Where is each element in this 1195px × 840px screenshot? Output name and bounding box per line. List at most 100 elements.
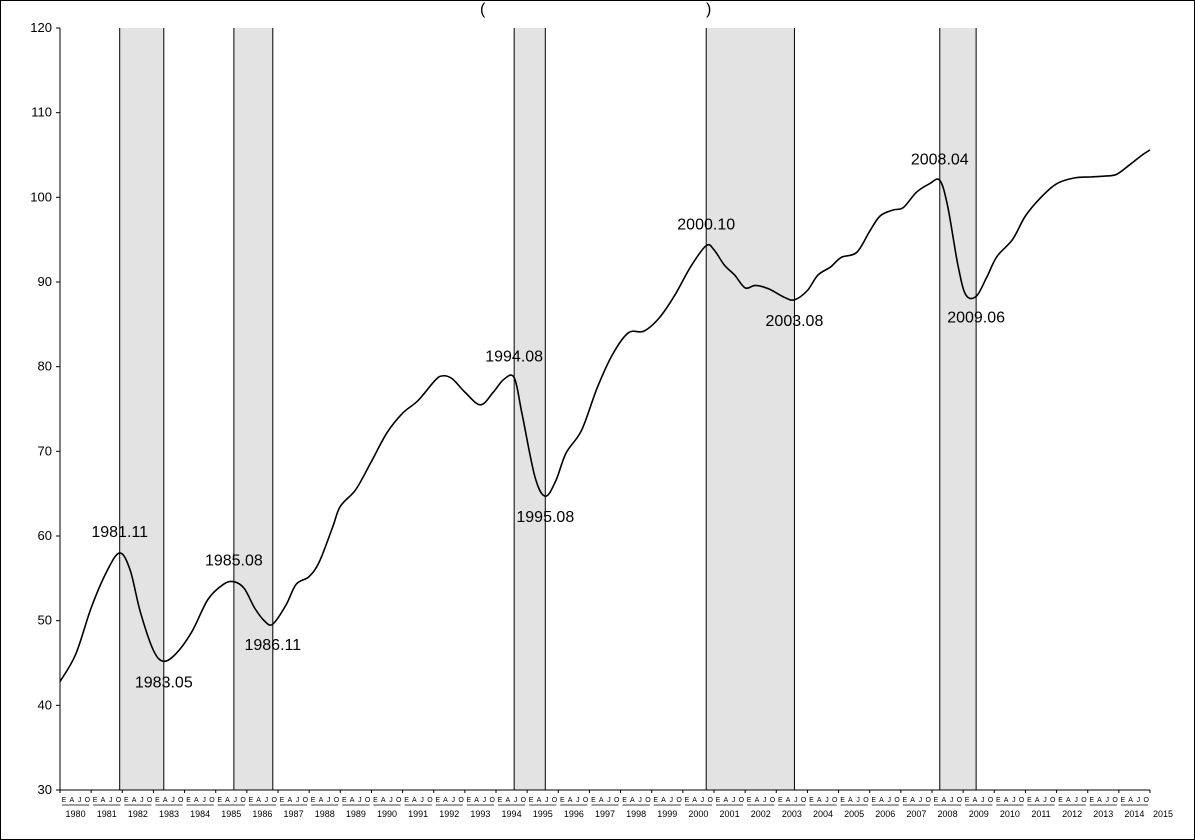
x-year-label: 1998 xyxy=(626,809,646,819)
recession-band xyxy=(233,28,273,790)
x-year-label: 2010 xyxy=(1000,809,1020,819)
x-month-label: O xyxy=(178,797,184,804)
x-month-label: E xyxy=(342,797,347,804)
recession-band xyxy=(939,28,977,790)
x-month-label: O xyxy=(1019,797,1025,804)
x-month-label: A xyxy=(568,797,573,804)
x-month-label: A xyxy=(786,797,791,804)
x-month-label: O xyxy=(1112,797,1118,804)
x-month-label: A xyxy=(1004,797,1009,804)
turning-point-label: 2003.08 xyxy=(766,313,824,330)
turning-point-label: 2009.06 xyxy=(947,309,1005,326)
x-month-label: O xyxy=(116,797,122,804)
x-month-label: J xyxy=(296,797,300,804)
y-tick-label: 30 xyxy=(38,782,52,797)
x-month-label: A xyxy=(474,797,479,804)
x-month-label: O xyxy=(645,797,651,804)
x-month-label: J xyxy=(701,797,705,804)
x-month-label: J xyxy=(919,797,923,804)
y-tick-label: 80 xyxy=(38,359,52,374)
turning-point-label: 2000.10 xyxy=(677,217,735,234)
x-month-label: E xyxy=(622,797,627,804)
x-month-label: A xyxy=(755,797,760,804)
x-month-label: E xyxy=(467,797,472,804)
x-month-label: E xyxy=(1027,797,1032,804)
x-year-label: 2009 xyxy=(969,809,989,819)
x-month-label: J xyxy=(483,797,487,804)
x-month-label: J xyxy=(1043,797,1047,804)
x-month-label: O xyxy=(1081,797,1087,804)
x-year-label: 2000 xyxy=(688,809,708,819)
x-month-label: O xyxy=(863,797,869,804)
x-month-label: E xyxy=(840,797,845,804)
x-month-label: A xyxy=(350,797,355,804)
x-year-label: 2011 xyxy=(1031,809,1050,819)
x-month-label: E xyxy=(435,797,440,804)
x-year-label: 2002 xyxy=(751,809,771,819)
x-month-label: J xyxy=(327,797,331,804)
x-month-label: O xyxy=(458,797,464,804)
x-month-label: O xyxy=(583,797,589,804)
x-month-label: E xyxy=(653,797,658,804)
x-month-label: E xyxy=(934,797,939,804)
x-month-label: A xyxy=(723,797,728,804)
x-month-label: E xyxy=(965,797,970,804)
x-month-label: A xyxy=(537,797,542,804)
x-year-label: 1988 xyxy=(315,809,335,819)
x-month-label: O xyxy=(147,797,153,804)
turning-point-label: 1981.11 xyxy=(91,524,148,541)
x-month-label: J xyxy=(452,797,456,804)
x-year-label: 2015 xyxy=(1153,809,1173,819)
x-month-label: J xyxy=(638,797,642,804)
x-year-label: 1992 xyxy=(439,809,459,819)
x-month-label: A xyxy=(443,797,448,804)
x-year-label: 2004 xyxy=(813,809,833,819)
x-month-label: J xyxy=(732,797,736,804)
x-month-label: A xyxy=(1097,797,1102,804)
x-month-label: E xyxy=(155,797,160,804)
x-month-label: A xyxy=(319,797,324,804)
x-year-label: 1993 xyxy=(470,809,490,819)
x-month-label: E xyxy=(560,797,565,804)
x-year-label: 1995 xyxy=(533,809,553,819)
x-month-label: A xyxy=(163,797,168,804)
x-year-label: 2007 xyxy=(906,809,926,819)
x-month-label: J xyxy=(514,797,518,804)
chart-title: ( ) xyxy=(480,1,711,18)
x-month-label: O xyxy=(271,797,277,804)
x-year-label: 1985 xyxy=(221,809,241,819)
turning-point-label: 1995.08 xyxy=(516,509,574,526)
x-month-label: A xyxy=(412,797,417,804)
x-month-label: O xyxy=(894,797,900,804)
x-month-label: O xyxy=(832,797,838,804)
x-month-label: J xyxy=(265,797,269,804)
x-month-label: J xyxy=(763,797,767,804)
x-month-label: O xyxy=(396,797,402,804)
x-month-label: O xyxy=(925,797,931,804)
x-year-label: 2001 xyxy=(720,809,740,819)
x-month-label: O xyxy=(676,797,682,804)
x-month-label: A xyxy=(1066,797,1071,804)
x-year-label: 1990 xyxy=(377,809,397,819)
x-month-label: E xyxy=(124,797,129,804)
x-month-label: A xyxy=(599,797,604,804)
x-year-label: 2003 xyxy=(782,809,802,819)
x-month-label: O xyxy=(240,797,246,804)
x-month-label: E xyxy=(1058,797,1063,804)
x-month-label: A xyxy=(1035,797,1040,804)
x-month-label: J xyxy=(389,797,393,804)
x-month-label: J xyxy=(109,797,113,804)
x-month-label: O xyxy=(521,797,527,804)
x-month-label: J xyxy=(1137,797,1141,804)
x-month-label: E xyxy=(93,797,98,804)
x-year-label: 2006 xyxy=(875,809,895,819)
x-month-label: E xyxy=(280,797,285,804)
x-year-label: 1981 xyxy=(97,809,117,819)
x-month-label: E xyxy=(871,797,876,804)
recession-band xyxy=(119,28,164,790)
x-month-label: E xyxy=(747,797,752,804)
x-month-label: O xyxy=(489,797,495,804)
x-year-label: 2012 xyxy=(1062,809,1082,819)
